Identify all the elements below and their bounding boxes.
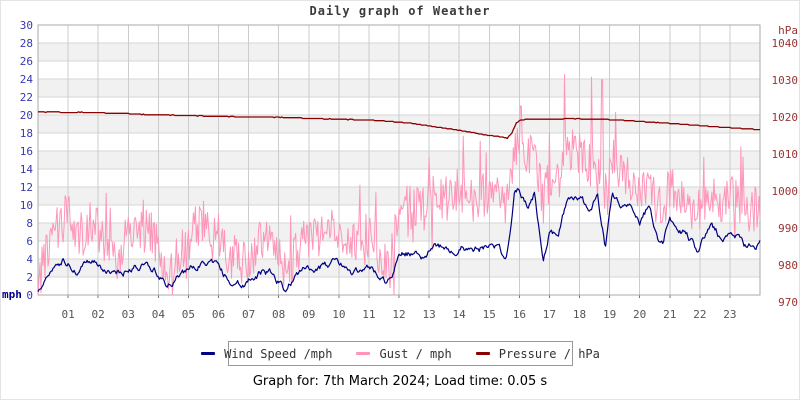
mph-tick-label: 4	[26, 252, 33, 266]
mph-tick-label: 12	[19, 180, 33, 194]
hpa-tick-label: 970	[778, 295, 798, 309]
legend-label-wind: Wind Speed /mph	[224, 346, 333, 361]
mph-tick-label: 30	[19, 18, 33, 32]
hour-tick-label: 20	[633, 308, 647, 321]
hour-tick-label: 05	[181, 308, 196, 321]
legend-item-gust: Gust / mph	[356, 346, 452, 361]
legend-swatch-pressure	[475, 352, 490, 355]
mph-tick-label: 24	[19, 72, 33, 86]
chart-title: Daily graph of Weather	[309, 4, 491, 18]
mph-tick-label: 10	[19, 198, 33, 212]
hour-tick-label: 14	[452, 308, 466, 321]
hour-tick-label: 12	[392, 308, 406, 321]
legend-label-gust: Gust / mph	[379, 346, 452, 361]
graph-footer: Graph for: 7th March 2024; Load time: 0.…	[252, 374, 548, 389]
hour-tick-label: 02	[91, 308, 105, 321]
legend-label-pressure: Pressure / hPa	[498, 346, 600, 361]
legend-swatch-wind	[201, 352, 216, 355]
mph-tick-label: 6	[26, 234, 33, 248]
hpa-axis-unit: hPa	[778, 24, 798, 37]
mph-axis-unit: mph	[2, 288, 22, 301]
hpa-tick-label: 1000	[771, 184, 799, 198]
mph-tick-label: 8	[26, 216, 33, 230]
hour-tick-label: 06	[211, 308, 226, 321]
hour-tick-label: 04	[151, 308, 165, 321]
hpa-tick-label: 1030	[771, 73, 799, 87]
hour-tick-label: 15	[482, 308, 496, 321]
legend-item-wind: Wind Speed /mph	[201, 347, 332, 361]
mph-tick-label: 28	[19, 36, 33, 50]
mph-tick-label: 18	[19, 126, 33, 140]
mph-tick-label: 0	[26, 288, 33, 302]
mph-tick-label: 2	[26, 270, 33, 284]
hpa-tick-label: 980	[778, 258, 798, 272]
mph-tick-label: 20	[19, 108, 33, 122]
hour-tick-label: 18	[572, 308, 587, 321]
hour-tick-label: 22	[693, 308, 707, 321]
mph-tick-label: 26	[19, 54, 33, 68]
legend-item-pressure: Pressure / hPa	[475, 346, 600, 361]
hpa-tick-label: 1020	[771, 110, 799, 124]
hpa-tick-label: 1040	[771, 36, 799, 50]
hour-tick-label: 09	[302, 308, 316, 321]
hour-tick-label: 17	[542, 308, 557, 321]
legend: Wind Speed /mph Gust / mph Pressure / hP…	[201, 341, 600, 366]
hour-tick-label: 21	[663, 308, 677, 321]
hour-tick-label: 16	[512, 308, 526, 321]
mph-tick-label: 22	[19, 90, 33, 104]
hour-tick-label: 23	[723, 308, 737, 321]
hour-tick-label: 19	[602, 308, 617, 321]
mph-tick-label: 14	[19, 162, 33, 176]
hour-tick-label: 07	[241, 308, 256, 321]
hour-tick-label: 01	[61, 308, 75, 321]
hpa-tick-label: 1010	[771, 147, 799, 161]
plot-canvas	[37, 24, 761, 298]
hour-tick-label: 08	[272, 308, 286, 321]
hour-tick-label: 10	[332, 308, 346, 321]
hour-tick-label: 03	[121, 308, 135, 321]
legend-swatch-gust	[356, 352, 371, 355]
hpa-tick-label: 990	[778, 221, 798, 235]
hour-tick-label: 11	[362, 308, 376, 321]
hour-tick-label: 13	[422, 308, 436, 321]
mph-tick-label: 16	[19, 144, 33, 158]
